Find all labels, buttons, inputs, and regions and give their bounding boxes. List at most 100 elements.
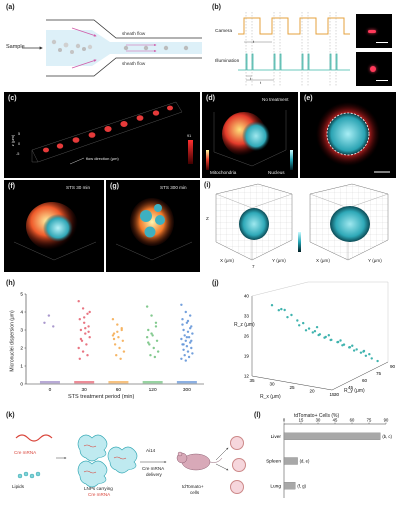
h-y-tick-label: 4 [20, 310, 23, 316]
c-z-tick-mid: 0 [18, 142, 21, 146]
j-x-tick-label: 35 [249, 378, 255, 383]
h-data-point [78, 318, 81, 321]
l-x-tick-label: 75 [367, 418, 372, 423]
k-lnps-label: LNPs carrying [84, 486, 113, 491]
j-data-point [302, 321, 305, 325]
i-y-label-2: Y (μm) [368, 258, 382, 263]
d-note: No treatment [262, 97, 289, 102]
h-data-point [121, 339, 125, 342]
h-data-point [111, 334, 115, 337]
chart-l-plot: 0 15 30 45 60 75 90 Liver (b, c) Spleen (d, e) Lung… [266, 418, 392, 498]
j-data-point [324, 335, 327, 339]
j-y-tick-label: 75 [376, 371, 382, 376]
h-data-point [186, 319, 190, 323]
mrna-strand [15, 434, 53, 442]
chart-j-xlabel: R_x (μm) [260, 394, 281, 400]
h-data-point [84, 327, 87, 330]
d-mito-label: Mitochondria [210, 170, 237, 175]
j-data-point [315, 325, 319, 329]
h-y-tick-label: 5 [20, 292, 23, 298]
chart-j-ylabel: R_y (μm) [344, 388, 365, 394]
panel-f: (f) STS 30 min [4, 180, 104, 272]
h-data-point [77, 300, 80, 303]
i-left-cube [215, 183, 293, 261]
h-data-point [180, 337, 183, 341]
h-data-point [147, 328, 150, 332]
h-data-point [120, 328, 123, 332]
h-data-point [149, 354, 152, 357]
panel-a-label: (a) [6, 4, 15, 11]
h-data-point [79, 337, 83, 341]
h-data-point [153, 355, 157, 359]
h-baseline-cluster [108, 381, 129, 384]
sheath-flow-bottom-label: sheath flow [122, 61, 146, 66]
h-data-point [85, 343, 88, 346]
l-x-tick-label: 45 [333, 418, 338, 423]
h-data-point [180, 303, 183, 306]
h-data-point [190, 346, 193, 350]
h-data-point [47, 314, 51, 317]
l-annotation: (b, c) [382, 434, 392, 439]
h-baseline-cluster [176, 381, 197, 384]
chart-h-xlabel: STS treatment period (min) [68, 394, 135, 400]
h-data-point [84, 332, 87, 335]
j-data-point [339, 339, 342, 342]
h-data-point [112, 337, 116, 341]
l-category-label: Spleen [266, 459, 281, 465]
sample-label: Sample [6, 44, 25, 50]
h-data-point [43, 321, 46, 324]
h-data-point [88, 310, 91, 314]
panel-d-label: (d) [206, 95, 215, 102]
timing-diagram [238, 12, 350, 86]
h-data-point [187, 355, 191, 359]
j-z-tick-label: 19 [244, 354, 250, 359]
panel-f-label: (f) [8, 183, 15, 190]
j-data-point [318, 333, 322, 336]
h-data-point [82, 321, 86, 324]
j-data-point [362, 349, 366, 353]
h-data-point [184, 359, 187, 362]
h-data-point [150, 314, 153, 317]
h-data-point [183, 334, 186, 337]
j-data-point [304, 329, 308, 332]
h-data-point [86, 354, 89, 357]
h-x-tick-label: 30 [82, 387, 88, 393]
b-micrograph-1 [356, 14, 392, 48]
h-baseline-cluster [74, 381, 95, 384]
h-data-point [52, 325, 55, 328]
illumination-label: Illumination [215, 59, 240, 64]
l-x-tick-label: 60 [350, 418, 355, 423]
i-y-label-1: Y (μm) [272, 258, 286, 263]
h-data-point [188, 327, 192, 330]
h-data-point [182, 348, 185, 351]
chart-l-title: tdTomato+ Cells (%) [294, 413, 340, 419]
h-x-tick-label: 300 [183, 387, 191, 393]
l-category-label: Lung [270, 483, 281, 489]
sheath-flow-top-label: sheath flow [122, 31, 146, 36]
j-data-point [286, 315, 289, 319]
e-nucleus-outline [326, 112, 370, 156]
h-data-point [80, 339, 84, 342]
h-data-point [82, 316, 86, 319]
h-data-point [79, 328, 83, 332]
h-data-point [116, 323, 119, 326]
i-right-cube [309, 183, 389, 261]
j-z-tick-label: 40 [244, 294, 250, 299]
k-lnps-mrna-label: Cre mRNA [88, 492, 111, 497]
h-data-point [184, 310, 187, 314]
lipids-shape [17, 471, 41, 479]
h-data-point [186, 350, 190, 353]
h-x-tick-label: 0 [49, 387, 52, 393]
h-baseline-cluster [39, 381, 60, 384]
j-data-point [368, 352, 371, 356]
g-note: STS 300 min [160, 185, 187, 190]
h-data-point [87, 330, 90, 333]
i-tick-7: 7 [252, 264, 255, 269]
h-data-point [145, 336, 149, 339]
h-data-point [77, 346, 80, 350]
k-ai14-label: Ai14 [146, 448, 156, 453]
k-cells-label-1: tdTomato+ [182, 484, 204, 489]
chart-h: (h) Micronuclei dispersion (μm) STS trea… [4, 280, 208, 404]
h-data-point [152, 346, 155, 350]
